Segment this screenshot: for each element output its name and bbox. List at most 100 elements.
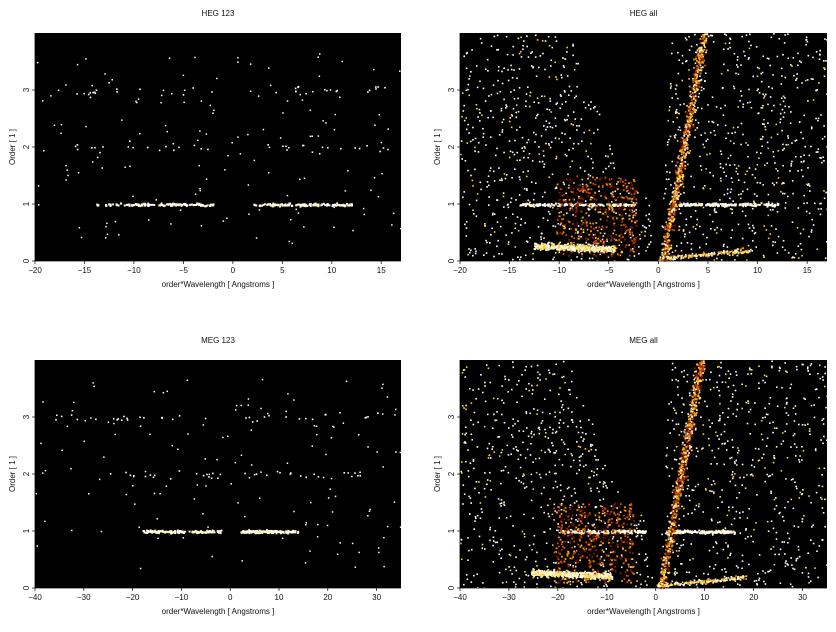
event-bin [583,132,585,134]
event-bin [632,250,634,252]
event-bin [800,132,802,134]
event-bin [547,126,549,128]
event-bin [179,203,181,205]
event-bin [548,245,550,247]
event-bin [672,218,674,220]
event-bin [290,219,292,221]
event-bin [596,247,598,249]
event-bin [676,193,678,195]
event-bin [682,147,684,149]
event-bin [637,532,639,534]
event-bin [533,132,535,134]
event-bin [487,59,489,61]
event-bin [474,520,476,522]
event-bin [812,57,814,59]
event-bin [61,124,63,126]
event-bin [709,426,711,428]
event-bin [270,85,272,87]
event-bin [706,42,708,44]
event-bin [677,52,679,54]
event-bin [505,466,507,468]
event-bin [244,516,246,518]
event-bin [563,199,565,201]
event-bin [666,171,668,173]
event-bin [203,475,205,477]
event-bin [491,228,493,230]
event-bin [752,76,754,78]
event-bin [159,150,161,152]
event-bin [192,87,194,89]
event-bin [585,186,587,188]
event-bin [272,532,274,534]
event-bin [716,232,718,234]
event-bin [800,156,802,158]
event-bin [508,207,510,209]
event-bin [487,479,489,481]
event-bin [616,183,618,185]
event-bin [548,211,550,213]
event-bin [256,237,257,239]
event-bin [625,226,627,228]
event-bin [748,564,750,566]
event-bin [576,129,578,131]
event-bin [791,142,793,144]
event-bin [549,122,551,124]
event-bin [730,191,732,193]
event-bin [732,181,734,183]
event-bin [689,49,691,51]
event-bin [677,256,679,258]
event-bin [320,204,322,206]
event-bin [312,419,314,421]
event-bin [808,576,810,578]
event-bin [695,119,697,121]
event-bin [549,145,551,147]
event-bin [570,228,572,230]
event-bin [88,493,90,495]
event-bin [612,178,614,180]
event-bin [742,238,744,240]
event-bin [561,203,563,205]
event-bin [731,132,733,134]
event-bin [789,170,791,172]
event-bin [557,184,559,186]
event-bin [668,253,670,255]
event-bin [595,199,597,201]
event-bin [259,209,261,211]
event-bin [695,95,697,97]
event-bin [126,494,128,496]
event-bin [762,107,764,109]
event-bin [702,66,704,68]
event-bin [706,204,708,206]
event-bin [754,177,756,179]
event-bin [590,226,592,228]
event-bin [693,186,695,188]
event-bin [532,67,534,69]
event-bin [313,474,315,476]
event-bin [721,259,723,261]
event-bin [484,548,486,550]
event-bin [685,254,687,256]
event-bin [148,205,150,207]
event-bin [140,425,142,427]
event-bin [576,176,578,178]
event-bin [610,235,612,237]
event-bin [628,191,630,193]
event-bin [496,246,498,248]
event-bin [556,530,558,532]
event-bin [607,206,609,208]
event-bin [820,114,822,116]
event-bin [675,186,677,188]
event-bin [127,419,129,421]
event-bin [468,550,470,552]
event-bin [462,92,464,94]
event-bin [701,47,703,49]
event-bin [564,496,566,498]
event-bin [684,153,686,155]
event-bin [744,182,746,184]
event-bin [820,203,822,205]
event-bin [696,88,698,90]
event-bin [587,178,589,180]
x-tick-label: 5 [280,266,285,275]
event-bin [691,111,693,113]
event-bin [763,204,765,206]
